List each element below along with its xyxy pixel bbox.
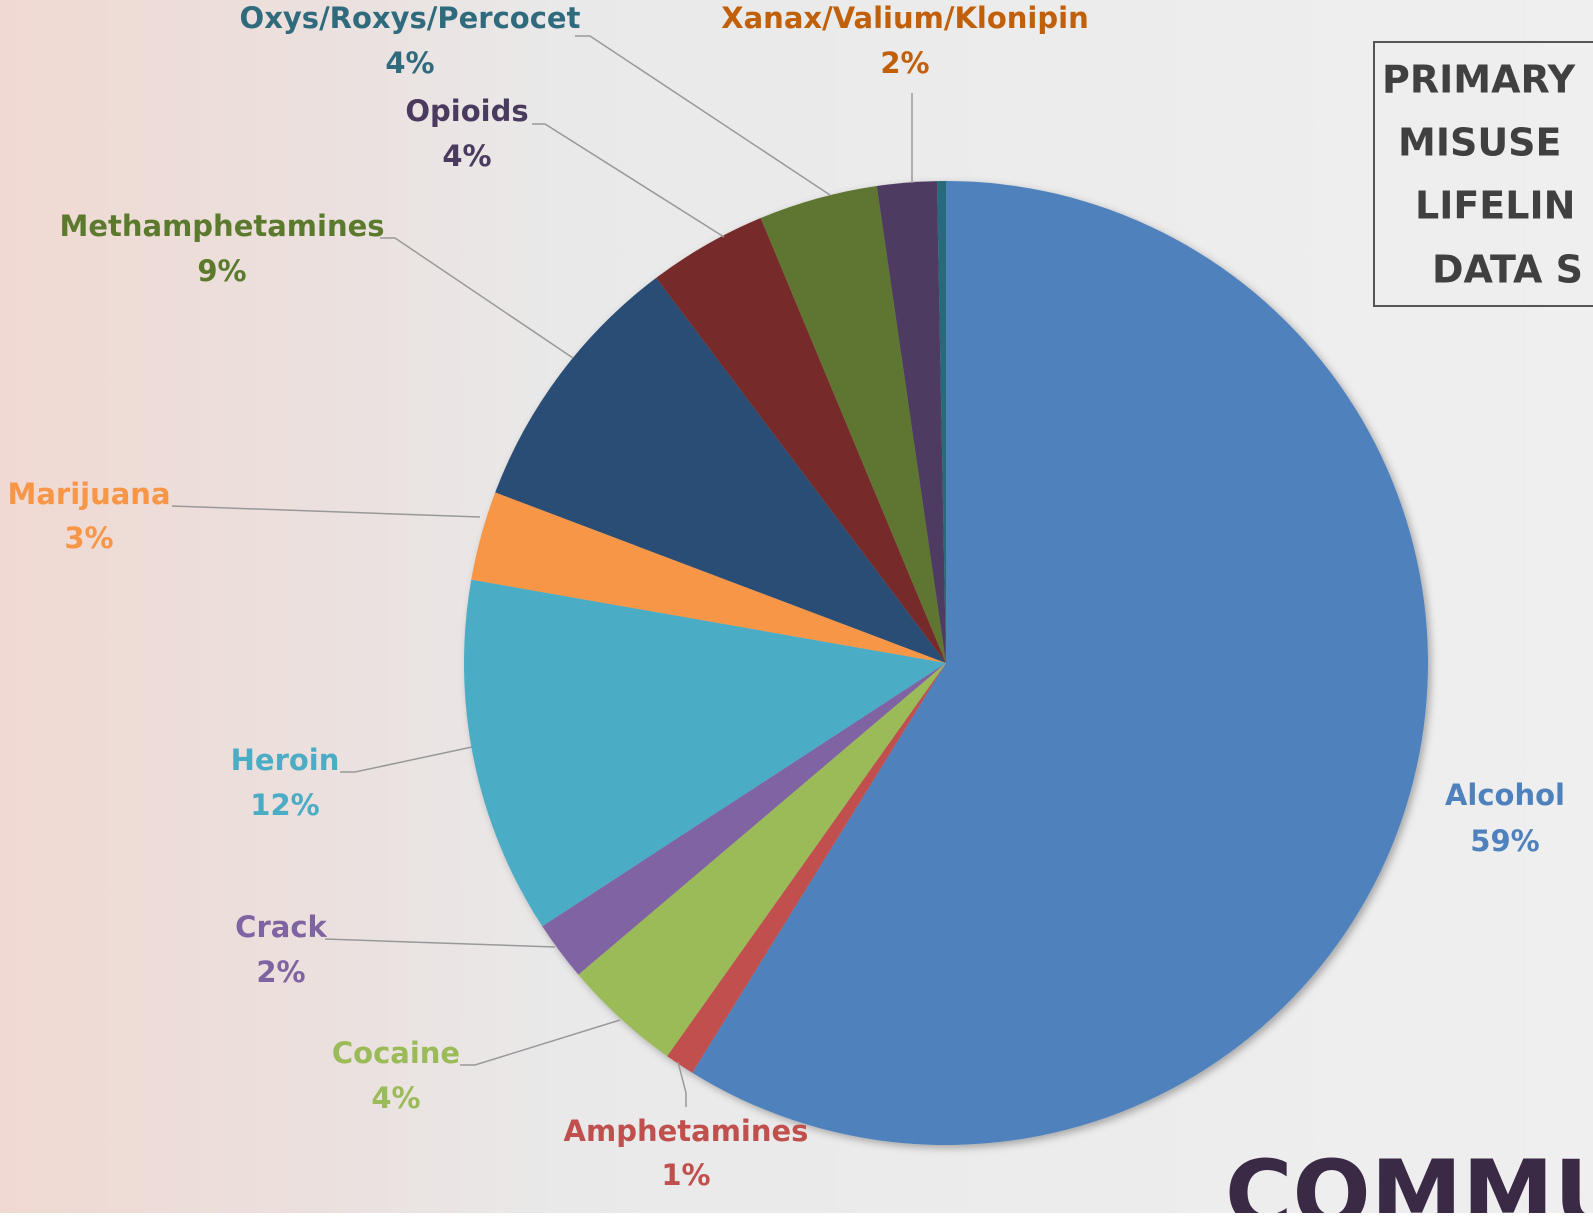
slice-value-label: 9%	[197, 254, 246, 288]
slice-value-label: 4%	[442, 139, 491, 173]
side-box-line: DATA S	[1432, 248, 1583, 292]
pie	[464, 181, 1428, 1145]
slice-value-label: 2%	[256, 955, 305, 989]
slice-label: Xanax/Valium/Klonipin	[721, 1, 1088, 35]
slice-label: Heroin	[231, 743, 340, 777]
chart: PRIMARY MISUSE LIFELIN DATA S COMMU Alco…	[0, 0, 1593, 1213]
slice-value-label: 2%	[880, 46, 929, 80]
slice-label: Opioids	[405, 94, 528, 128]
slice-value-label: 12%	[250, 788, 319, 822]
slice-value-label: 4%	[371, 1081, 420, 1115]
slice-label: Amphetamines	[564, 1114, 809, 1148]
slice-value-label: 3%	[64, 521, 113, 555]
slice-label: Alcohol	[1445, 778, 1565, 812]
slice-label: Crack	[235, 910, 327, 944]
slice-label: Marijuana	[7, 477, 170, 511]
footer-title: COMMU	[1225, 1140, 1593, 1213]
slice-value-label: 4%	[385, 46, 434, 80]
side-box-line: PRIMARY	[1382, 58, 1576, 102]
slice-value-label: 1%	[661, 1158, 710, 1192]
side-box-line: MISUSE	[1398, 121, 1562, 165]
slice-label: Oxys/Roxys/Percocet	[240, 1, 581, 35]
side-box-line: LIFELIN	[1415, 184, 1575, 228]
slice-label: Methamphetamines	[59, 209, 384, 243]
page: PRIMARY MISUSE LIFELIN DATA S COMMU Alco…	[0, 0, 1593, 1213]
slice-label: Cocaine	[332, 1036, 460, 1070]
slice-value-label: 59%	[1470, 824, 1539, 858]
